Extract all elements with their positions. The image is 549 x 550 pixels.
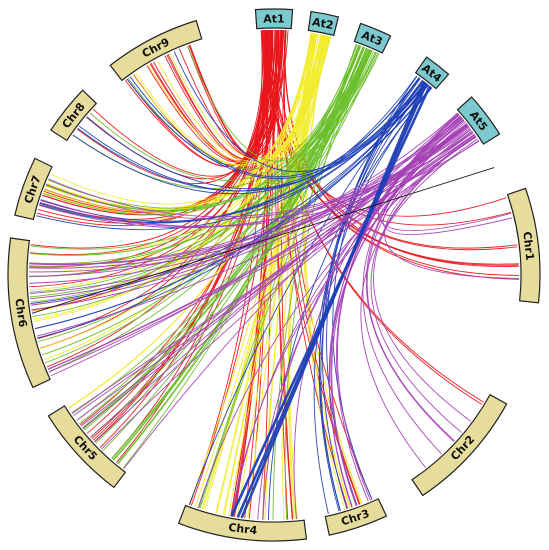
target-segment-chr1 (506, 187, 541, 304)
synteny-link-at1 (265, 30, 484, 403)
target-segment-chr6 (7, 237, 51, 389)
synteny-link-at3 (90, 52, 377, 438)
synteny-link-at5 (331, 121, 466, 506)
target-label-chr1: Chr1 (520, 231, 536, 261)
synteny-link-at1 (189, 30, 265, 506)
target-segment-chr5 (47, 405, 127, 489)
synteny-link-at4 (332, 78, 421, 500)
synteny-link-at5 (47, 125, 469, 370)
synteny-link-at3 (284, 46, 365, 520)
synteny-link-at2 (204, 32, 312, 511)
target-label-chr4: Chr4 (228, 521, 259, 537)
synteny-link-at1 (93, 30, 287, 177)
reference-segment-at3 (353, 22, 392, 54)
synteny-link-at5 (94, 118, 464, 443)
synteny-link-at4-bundle (240, 80, 426, 519)
synteny-link-at3 (46, 47, 366, 211)
synteny-link-at5 (384, 135, 519, 279)
synteny-link-at5 (30, 118, 463, 306)
synteny-link-at4 (318, 80, 424, 512)
chromosome-segments (7, 8, 541, 542)
synteny-link-at3 (122, 46, 364, 469)
synteny-link-at1 (260, 30, 507, 217)
synteny-link-at5 (29, 116, 462, 265)
synteny-link-at4 (86, 84, 429, 190)
synteny-link-at1 (40, 30, 266, 349)
synteny-link-at2 (43, 35, 328, 215)
synteny-link-at1 (116, 30, 280, 463)
synteny-link-at2 (215, 33, 315, 514)
synteny-link-at5 (382, 135, 513, 235)
synteny-link-at3 (199, 50, 373, 509)
synteny-link-at3 (113, 46, 364, 461)
target-segment-chr7 (14, 157, 53, 221)
synteny-link-at3 (30, 44, 358, 303)
synteny-link-at1 (46, 30, 289, 368)
synteny-link-at1 (232, 30, 267, 517)
synteny-link-straight (31, 167, 495, 314)
synteny-link-at1 (284, 30, 518, 249)
synteny-link-at5 (28, 112, 459, 277)
synteny-links (28, 29, 520, 521)
synteny-link-at4 (268, 87, 433, 520)
synteny-link-at2 (194, 36, 329, 508)
synteny-link-at3 (76, 50, 373, 421)
synteny-link-at5 (101, 132, 474, 450)
synteny-link-at5 (40, 140, 480, 228)
synteny-link-at4 (129, 76, 424, 178)
synteny-link-at1 (44, 30, 283, 212)
synteny-link-at1 (29, 30, 277, 255)
synteny-link-at2 (188, 33, 317, 505)
reference-label-at2: At2 (311, 15, 335, 32)
reference-label-at1: At1 (263, 13, 284, 26)
synteny-link-at5 (330, 113, 459, 506)
synteny-link-at4 (188, 79, 423, 506)
reference-segment-at4 (414, 56, 450, 90)
synteny-link-at5 (366, 123, 468, 442)
synteny-link-at4 (79, 81, 426, 192)
synteny-link-at4 (320, 87, 433, 511)
synteny-link-at5 (29, 131, 474, 273)
synteny-link-at2 (223, 33, 314, 515)
synteny-link-at5 (71, 133, 475, 414)
synteny-link-at5 (360, 138, 478, 468)
synteny-link-at5 (29, 123, 467, 295)
synteny-link-at5 (50, 123, 468, 377)
synteny-link-at5 (73, 134, 476, 416)
reference-segment-at2 (307, 10, 340, 37)
synteny-link-at2 (135, 32, 313, 166)
target-segment-chr4 (177, 504, 308, 542)
synteny-link-at4 (72, 81, 425, 195)
synteny-link-at2 (132, 36, 329, 167)
synteny-link-at2 (202, 36, 330, 510)
reference-segment-at1 (254, 8, 294, 30)
synteny-link-at2 (50, 34, 323, 205)
synteny-link-at5 (373, 135, 476, 422)
synteny-link-at1 (270, 30, 519, 280)
synteny-link-at3 (71, 50, 375, 415)
target-segment-chr8 (50, 89, 98, 142)
synteny-link-at1 (86, 30, 269, 434)
synteny-link-at4 (313, 83, 428, 514)
target-segment-chr3 (324, 498, 388, 536)
synteny-link-at5 (48, 136, 477, 373)
synteny-link-at5 (47, 130, 473, 370)
target-segment-chr9 (109, 19, 203, 82)
target-segment-chr2 (411, 393, 508, 497)
synteny-link-at5 (197, 129, 472, 509)
reference-segment-at5 (456, 96, 501, 145)
synteny-link-at2 (304, 35, 346, 510)
synteny-link-at1 (234, 30, 272, 517)
synteny-link-at4 (39, 77, 420, 224)
synteny-link-at2 (301, 33, 363, 504)
synteny-link-at5 (82, 124, 468, 429)
synteny-link-at5 (38, 127, 471, 229)
target-label-chr6: Chr6 (12, 298, 29, 329)
